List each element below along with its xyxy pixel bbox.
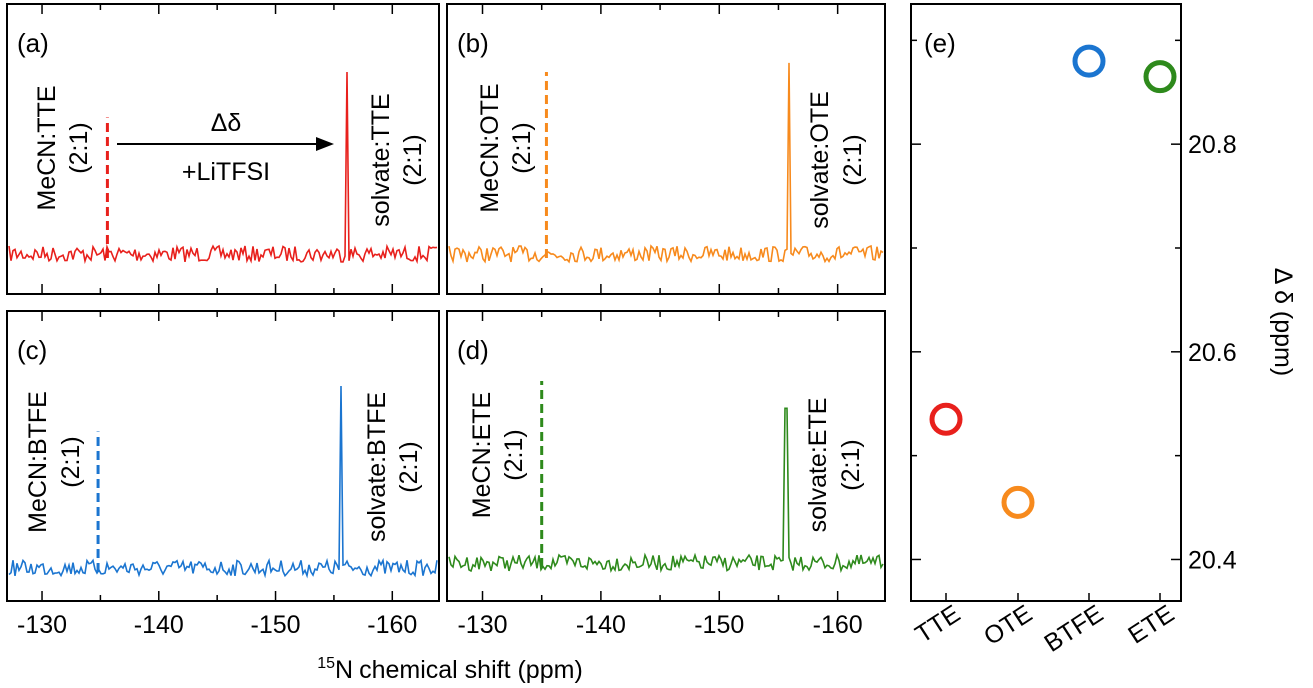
x-tick-label: -140 — [134, 611, 184, 639]
category-label-ote: OTE — [979, 600, 1037, 651]
panel-a-frame — [6, 3, 440, 295]
delta-delta-label: Δδ — [211, 109, 242, 137]
marker-btfe — [1072, 44, 1106, 78]
solvate-label-c: solvate:BTFE — [363, 392, 391, 542]
ticks-layer: -130 -140 -150 -160 -130 -140 -150 -160 TTE OTE BT… — [17, 4, 1237, 658]
x-tick-label: -160 — [367, 611, 417, 639]
x-axis-superscript: 15 — [317, 655, 335, 672]
category-label-ete: ETE — [1123, 600, 1179, 650]
solvate-label-a: solvate:TTE — [367, 93, 395, 226]
y-tick-label: 20.6 — [1188, 339, 1237, 367]
x-tick-label: -130 — [17, 611, 67, 639]
panel-label-d: (d) — [457, 335, 489, 365]
ratio-solvate-b: (2:1) — [839, 134, 867, 185]
spectrum-a-solvate — [8, 71, 438, 265]
panel-c-frame — [6, 310, 440, 602]
x-tick-label: -140 — [576, 611, 626, 639]
free-label-a: MeCN:TTE — [33, 86, 61, 211]
solvate-label-d: solvate:ETE — [804, 398, 832, 533]
ratio-free-a: (2:1) — [65, 122, 93, 173]
solvate-label-b: solvate:OTE — [806, 91, 834, 229]
free-label-b: MeCN:OTE — [476, 83, 504, 212]
x-tick-label: -160 — [813, 611, 863, 639]
x-tick-label: -150 — [251, 611, 301, 639]
ratio-free-d: (2:1) — [500, 429, 528, 480]
panel-label-a: (a) — [17, 28, 49, 58]
x-tick-label: -150 — [694, 611, 744, 639]
marker-tte — [929, 402, 963, 436]
litfsi-label: +LiTFSI — [182, 158, 270, 186]
ratio-free-c: (2:1) — [57, 436, 85, 487]
x-axis-title: 15N chemical shift (ppm) — [317, 655, 583, 684]
y-tick-label: 20.4 — [1188, 546, 1237, 574]
ratio-solvate-a: (2:1) — [399, 134, 427, 185]
x-tick-label: -130 — [457, 611, 507, 639]
shift-arrowhead — [316, 137, 334, 151]
panel-b-frame — [446, 3, 886, 295]
ratio-solvate-d: (2:1) — [837, 439, 865, 490]
spectrum-d-solvate — [448, 407, 884, 574]
panel-label-c: (c) — [17, 335, 47, 365]
x-axis-prefix: N — [335, 656, 353, 684]
category-label-tte: TTE — [910, 600, 965, 649]
free-label-c: MeCN:BTFE — [24, 391, 52, 533]
x-axis-label: chemical shift (ppm) — [359, 656, 583, 684]
spectra-layer — [8, 44, 1177, 579]
panel-label-b: (b) — [457, 28, 489, 58]
ratio-solvate-c: (2:1) — [395, 441, 423, 492]
panel-label-e: (e) — [924, 28, 956, 58]
panel-d-frame — [446, 310, 886, 602]
ratio-free-b: (2:1) — [508, 122, 536, 173]
marker-ete — [1143, 60, 1177, 94]
free-label-d: MeCN:ETE — [468, 392, 496, 518]
spectrum-b-solvate — [448, 62, 884, 265]
y-tick-label: 20.8 — [1188, 131, 1237, 159]
marker-ote — [1001, 485, 1035, 519]
y-axis-title: Δ δ (ppm) — [1269, 268, 1297, 376]
spectrum-c-solvate — [8, 385, 438, 579]
category-label-btfe: BTFE — [1039, 600, 1108, 658]
panel-e-frame — [910, 3, 1182, 602]
